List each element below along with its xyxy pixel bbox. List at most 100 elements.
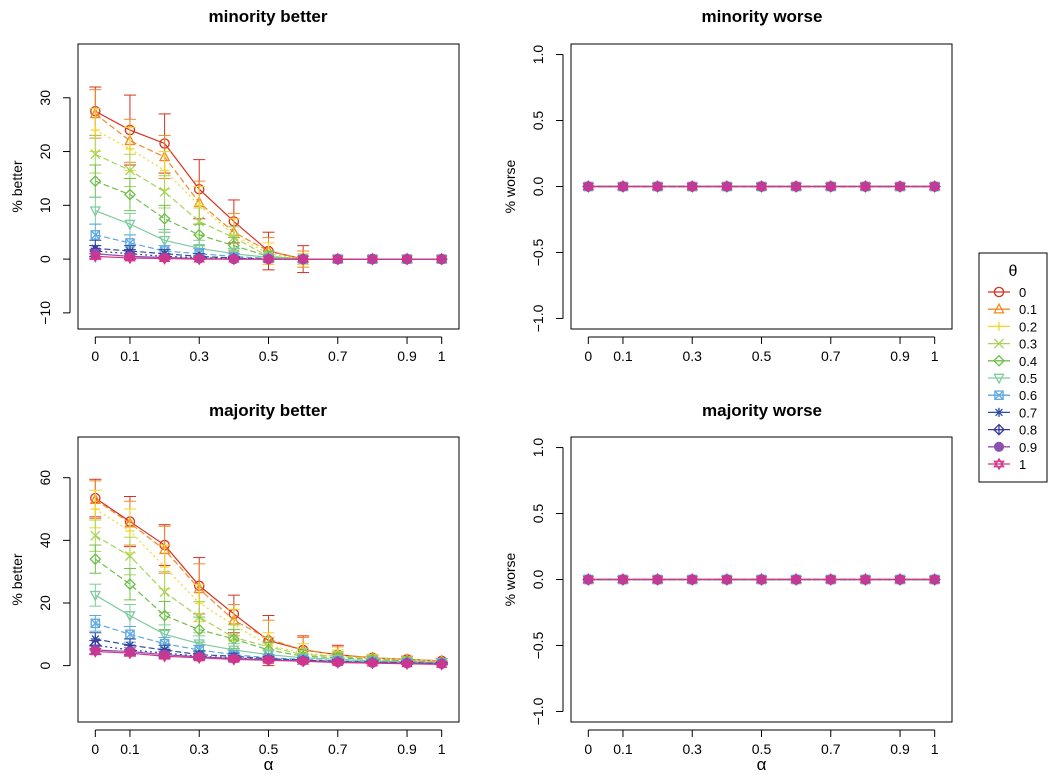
legend-marker xyxy=(994,407,1004,417)
data-point xyxy=(366,656,379,670)
data-point xyxy=(401,657,413,671)
chart-title: minority better xyxy=(208,7,327,26)
data-point xyxy=(435,252,448,266)
legend-entry-0: 0 xyxy=(988,285,1026,300)
legend: θ 0 0.1 0.2 0.3 0.4 0.5 0.6 0.7 0.8 0.9 1 xyxy=(978,252,1048,483)
data-point xyxy=(262,252,275,266)
data-point xyxy=(123,578,136,591)
data-point xyxy=(124,646,136,660)
data-point xyxy=(125,144,135,154)
x-tick-label: 0 xyxy=(584,348,592,364)
data-point xyxy=(755,180,768,193)
data-point xyxy=(297,252,309,266)
y-tick-label: 0.0 xyxy=(530,177,546,197)
data-point xyxy=(859,180,872,193)
legend-marker xyxy=(993,457,1005,471)
x-tick-label: 0.3 xyxy=(682,348,702,364)
series-theta-1 xyxy=(582,180,941,193)
data-point xyxy=(262,653,275,667)
data-point xyxy=(90,149,101,160)
data-point xyxy=(158,235,171,247)
data-point xyxy=(159,165,170,175)
legend-label: 0.8 xyxy=(1019,423,1037,438)
legend-entries: 0 0.1 0.2 0.3 0.4 0.5 0.6 0.7 0.8 0.9 1 xyxy=(988,285,1037,472)
plot-frame xyxy=(77,43,460,330)
data-point xyxy=(193,639,205,651)
x-tick-label: 0.7 xyxy=(328,741,348,757)
data-point xyxy=(159,562,170,572)
data-point xyxy=(651,180,664,193)
legend-marker xyxy=(993,373,1005,385)
data-point xyxy=(435,658,448,671)
data-point xyxy=(228,653,240,666)
data-point xyxy=(158,252,171,265)
data-point xyxy=(332,656,344,669)
chart-panels: minority better 0 0.1 0.3 0.5 0.7 0.9 1 −10 0 10 20… xyxy=(9,7,953,774)
legend-label: 0.2 xyxy=(1019,319,1037,334)
legend-entry-0.6: 0.6 xyxy=(988,388,1037,403)
x-tick-label: 0.7 xyxy=(821,741,841,757)
data-point xyxy=(582,573,595,586)
data-point xyxy=(617,180,629,193)
legend-label: 0.4 xyxy=(1019,354,1037,369)
series-line xyxy=(95,255,442,260)
data-point xyxy=(89,553,102,566)
x-axis-label: α xyxy=(757,755,767,774)
data-point xyxy=(124,251,136,265)
data-point xyxy=(790,573,802,586)
x-tick-label: 0.1 xyxy=(120,741,140,757)
series-theta-1 xyxy=(89,250,448,266)
x-tick-label: 1 xyxy=(931,348,939,364)
data-point xyxy=(90,618,101,629)
x-tick-label: 0.9 xyxy=(397,741,417,757)
data-point xyxy=(755,573,768,586)
y-tick-label: −10 xyxy=(37,301,53,325)
x-tick-label: 0.1 xyxy=(613,741,633,757)
y-tick-label: 20 xyxy=(37,595,53,611)
y-tick-label: −1.0 xyxy=(530,304,546,332)
legend-entry-0.3: 0.3 xyxy=(988,337,1037,352)
x-tick-label: 0.3 xyxy=(189,741,209,757)
data-point xyxy=(89,645,102,658)
y-tick-label: 0 xyxy=(37,662,53,670)
plot-frame xyxy=(570,43,953,330)
legend-label: 0.6 xyxy=(1019,388,1037,403)
y-tick-label: 10 xyxy=(37,197,53,213)
x-tick-label: 0.3 xyxy=(682,741,702,757)
data-point xyxy=(158,609,171,622)
data-point xyxy=(158,649,171,663)
x-tick-label: 0.9 xyxy=(890,741,910,757)
y-tick-label: −1.0 xyxy=(530,697,546,725)
data-point xyxy=(894,180,906,193)
legend-label: 0.9 xyxy=(1019,440,1037,455)
panel-majority-worse: majority worse 0 0.1 0.3 0.5 0.7 0.9 1 −1.0 −0.5 0… xyxy=(502,401,953,774)
data-point xyxy=(825,180,837,193)
data-point xyxy=(89,590,101,602)
data-point xyxy=(228,252,240,266)
legend-entry-1: 1 xyxy=(988,457,1026,472)
data-point xyxy=(686,573,698,586)
data-point xyxy=(159,586,170,598)
chart-title: majority worse xyxy=(702,401,822,420)
legend-marker xyxy=(993,354,1005,367)
data-point xyxy=(193,651,205,665)
y-tick-label: −0.5 xyxy=(530,238,546,266)
data-point xyxy=(825,573,837,586)
y-tick-label: 0.5 xyxy=(530,111,546,131)
series-theta-0.1 xyxy=(89,89,448,268)
x-tick-label: 0.5 xyxy=(259,348,279,364)
data-point xyxy=(123,188,136,201)
legend-entry-0.1: 0.1 xyxy=(988,302,1037,317)
legend-marker xyxy=(993,286,1005,298)
data-point xyxy=(90,504,100,514)
legend-label: 0 xyxy=(1019,285,1026,300)
legend-entry-0.7: 0.7 xyxy=(988,405,1037,420)
x-tick-label: 0.9 xyxy=(890,348,910,364)
legend-marker xyxy=(994,390,1004,400)
plot-frame xyxy=(570,436,953,723)
chart-title: majority better xyxy=(209,401,327,420)
data-point xyxy=(159,186,170,197)
x-tick-label: 0.7 xyxy=(821,348,841,364)
data-point xyxy=(193,252,205,266)
series-theta-0.3 xyxy=(89,134,447,265)
